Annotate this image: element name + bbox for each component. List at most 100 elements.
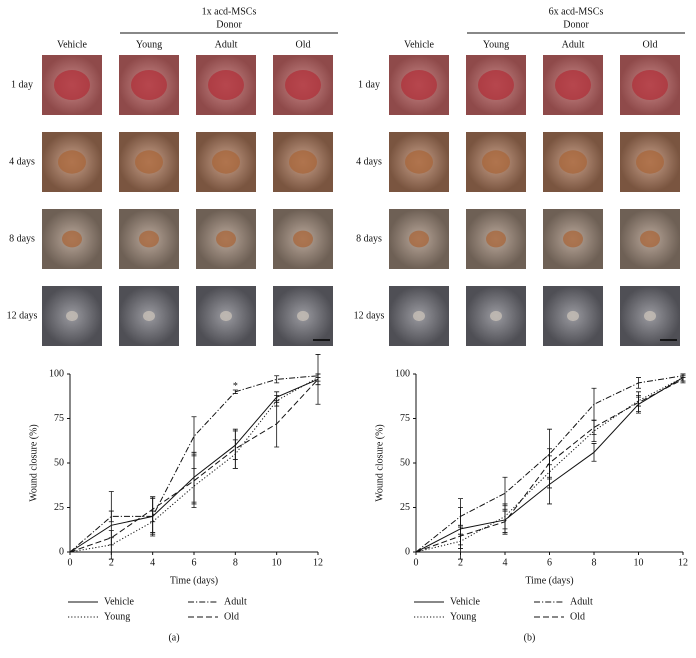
panel-title: 1x acd-MSCs (202, 6, 257, 17)
y-tick-label: 0 (405, 546, 410, 557)
x-tick-label: 4 (503, 557, 508, 568)
legend-label: Old (224, 611, 239, 622)
error-bar (150, 496, 156, 523)
row-label: 12 days (7, 310, 38, 321)
legend-label: Young (450, 611, 476, 622)
x-tick-label: 0 (68, 557, 73, 568)
wound-area (131, 70, 167, 100)
error-bar (458, 507, 463, 526)
error-bar (502, 476, 508, 510)
row-label: 4 days (9, 156, 35, 167)
error-bar (547, 448, 552, 478)
wound-area (413, 310, 425, 322)
column-label: Young (483, 39, 509, 50)
error-bar (274, 400, 280, 448)
x-tick-label: 2 (109, 557, 114, 568)
column-label: Adult (215, 39, 238, 50)
wound-area (285, 70, 321, 100)
y-tick-label: 75 (400, 413, 410, 424)
wound-area (66, 310, 78, 322)
row-label: 8 days (356, 233, 382, 244)
wound-area (220, 310, 232, 322)
x-tick-label: 4 (150, 557, 155, 568)
error-bar (191, 416, 197, 457)
row-label: 8 days (9, 233, 35, 244)
x-axis-label: Time (days) (525, 575, 573, 586)
column-label: Young (136, 39, 162, 50)
panel-label: (a) (168, 632, 179, 643)
x-tick-label: 6 (547, 557, 552, 568)
x-tick-label: 2 (458, 557, 463, 568)
legend-label: Adult (224, 596, 247, 607)
y-tick-label: 25 (400, 502, 410, 513)
column-label: Old (296, 39, 311, 50)
error-bar (315, 354, 321, 405)
legend-label: Adult (570, 596, 593, 607)
column-label: Adult (562, 39, 585, 50)
wound-area (139, 230, 159, 248)
wound-area (208, 70, 244, 100)
panel-title: 6x acd-MSCs (549, 6, 604, 17)
column-label: Vehicle (57, 39, 88, 50)
error-bar (191, 453, 197, 508)
error-bar (680, 375, 686, 384)
error-bar (591, 387, 597, 421)
error-bar (636, 377, 641, 389)
y-tick-label: 0 (59, 546, 64, 557)
y-tick-label: 50 (54, 457, 64, 468)
wound-area (143, 310, 155, 322)
wound-area (216, 230, 236, 248)
y-tick-label: 50 (400, 457, 410, 468)
column-label: Old (643, 39, 658, 50)
x-tick-label: 6 (192, 557, 197, 568)
wound-area (640, 230, 660, 248)
column-label: Vehicle (404, 39, 435, 50)
row-label: 1 day (358, 79, 380, 90)
error-bar (232, 428, 238, 469)
panel-label: (b) (524, 632, 536, 643)
row-label: 1 day (11, 79, 33, 90)
wound-area (567, 310, 579, 322)
y-axis-label: Wound closure (%) (374, 424, 385, 502)
wound-area (297, 310, 309, 322)
wound-area (401, 70, 437, 100)
x-tick-label: 10 (272, 557, 282, 568)
x-tick-label: 10 (634, 557, 644, 568)
wound-area (289, 150, 317, 174)
wound-area (559, 150, 587, 174)
error-bar (502, 510, 508, 533)
wound-area (409, 230, 429, 248)
error-bar (591, 443, 597, 462)
wound-area (644, 310, 656, 322)
y-tick-label: 75 (54, 413, 64, 424)
wound-area (478, 70, 514, 100)
wound-area (135, 150, 163, 174)
error-bar (591, 419, 597, 435)
y-tick-label: 25 (54, 502, 64, 513)
wound-area (490, 310, 502, 322)
legend-label: Vehicle (104, 596, 135, 607)
y-tick-label: 100 (49, 368, 64, 379)
row-label: 4 days (356, 156, 382, 167)
error-bar (274, 375, 280, 384)
panel-subtitle: Donor (216, 19, 242, 30)
wound-area (632, 70, 668, 100)
wound-area (293, 230, 313, 248)
annotation: * (233, 381, 238, 392)
x-axis-label: Time (days) (170, 575, 218, 586)
x-tick-label: 12 (678, 557, 688, 568)
wound-area (563, 230, 583, 248)
wound-area (54, 70, 90, 100)
wound-area (405, 150, 433, 174)
legend-label: Young (104, 611, 130, 622)
x-tick-label: 8 (233, 557, 238, 568)
row-label: 12 days (354, 310, 385, 321)
wound-area (486, 230, 506, 248)
x-tick-label: 12 (313, 557, 323, 568)
wound-area (482, 150, 510, 174)
y-tick-label: 100 (395, 368, 410, 379)
panel-subtitle: Donor (563, 19, 589, 30)
y-axis-label: Wound closure (%) (28, 424, 39, 502)
